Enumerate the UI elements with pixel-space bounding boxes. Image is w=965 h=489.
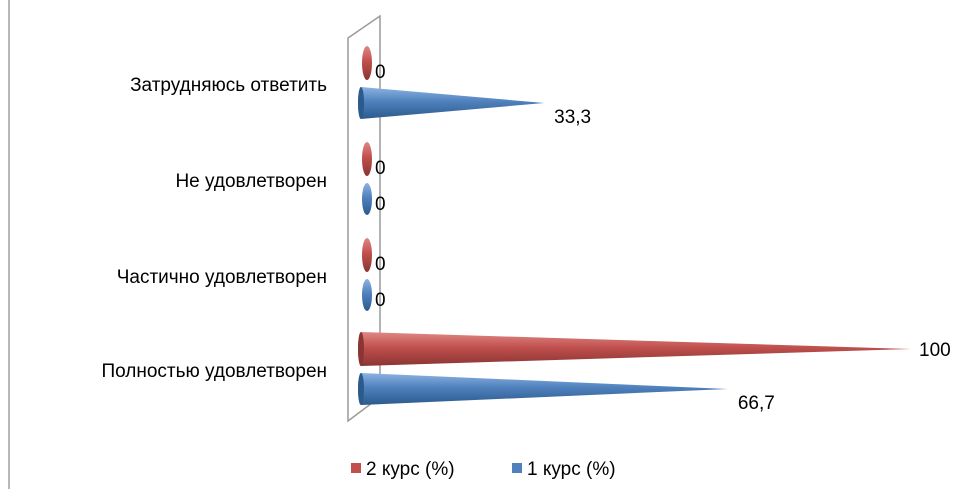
cone-base (358, 373, 364, 405)
category-label: Полностью удовлетворен (101, 361, 327, 382)
value-label: 33,3 (554, 107, 591, 128)
category-label: Частично удовлетворен (117, 267, 327, 288)
cone-bar (358, 373, 728, 405)
legend-entry: 1 курс (%) (527, 459, 616, 480)
category-label: Затрудняюсь ответить (130, 75, 327, 96)
value-label: 0 (375, 158, 386, 179)
cone-bar-zero (362, 46, 372, 80)
value-label: 100 (919, 340, 951, 361)
value-label: 0 (375, 254, 386, 275)
cone-bar-zero (362, 183, 372, 215)
value-labels: 100 0 0 0 66,7 0 0 33,3 (375, 62, 951, 414)
value-label: 0 (375, 194, 386, 215)
category-label: Не удовлетворен (175, 171, 327, 192)
cone-bar-zero (362, 279, 372, 311)
cone-bar (358, 87, 545, 119)
data-marks (358, 46, 911, 405)
legend-swatch (351, 463, 361, 473)
legend: 2 курс (%) 1 курс (%) (351, 459, 616, 480)
value-label: 0 (375, 62, 386, 83)
value-label: 0 (375, 290, 386, 311)
value-label: 66,7 (738, 393, 775, 414)
category-labels: Полностью удовлетворен Частично удовлетво… (101, 75, 327, 382)
legend-swatch (512, 463, 522, 473)
cone-base (358, 332, 364, 366)
cone-bar-zero (362, 238, 372, 272)
cone-bar (358, 332, 911, 366)
cone-bar-zero (362, 142, 372, 176)
cone-base (358, 87, 364, 119)
legend-entry: 2 курс (%) (366, 459, 455, 480)
